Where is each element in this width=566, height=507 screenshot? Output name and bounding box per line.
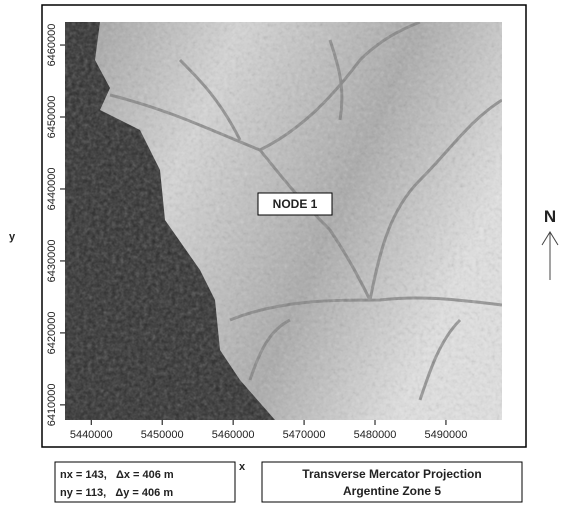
y-tick-label: 6420000 — [46, 312, 58, 355]
north-label: N — [544, 207, 556, 226]
y-tick-label: 6410000 — [46, 383, 58, 426]
x-tick-label: 5480000 — [354, 429, 397, 441]
x-axis-label: x — [239, 461, 246, 473]
north-arrow — [542, 232, 558, 280]
y-tick-label: 6460000 — [46, 24, 58, 67]
x-tick-label: 5470000 — [283, 429, 326, 441]
figure: 5440000 5450000 5460000 5470000 5480000 54900… — [0, 0, 566, 507]
x-tick-label: 5460000 — [212, 429, 255, 441]
x-tick-label: 5490000 — [425, 429, 468, 441]
projection: Argentine Zone 5 — [343, 484, 441, 498]
x-tick-label: 5440000 — [70, 429, 113, 441]
y-axis-label: y — [9, 231, 16, 243]
y-tick-label: 6450000 — [46, 96, 58, 139]
y-tick-label: 6430000 — [46, 240, 58, 283]
grid-info: ny = 113, Δy = 406 m — [60, 487, 173, 499]
terrain — [65, 22, 502, 420]
x-tick-label: 5450000 — [141, 429, 184, 441]
grid-info: nx = 143, Δx = 406 m — [60, 469, 174, 481]
node-label: NODE 1 — [273, 197, 318, 211]
y-tick-label: 6440000 — [46, 168, 58, 211]
projection: Transverse Mercator Projection — [302, 467, 481, 481]
